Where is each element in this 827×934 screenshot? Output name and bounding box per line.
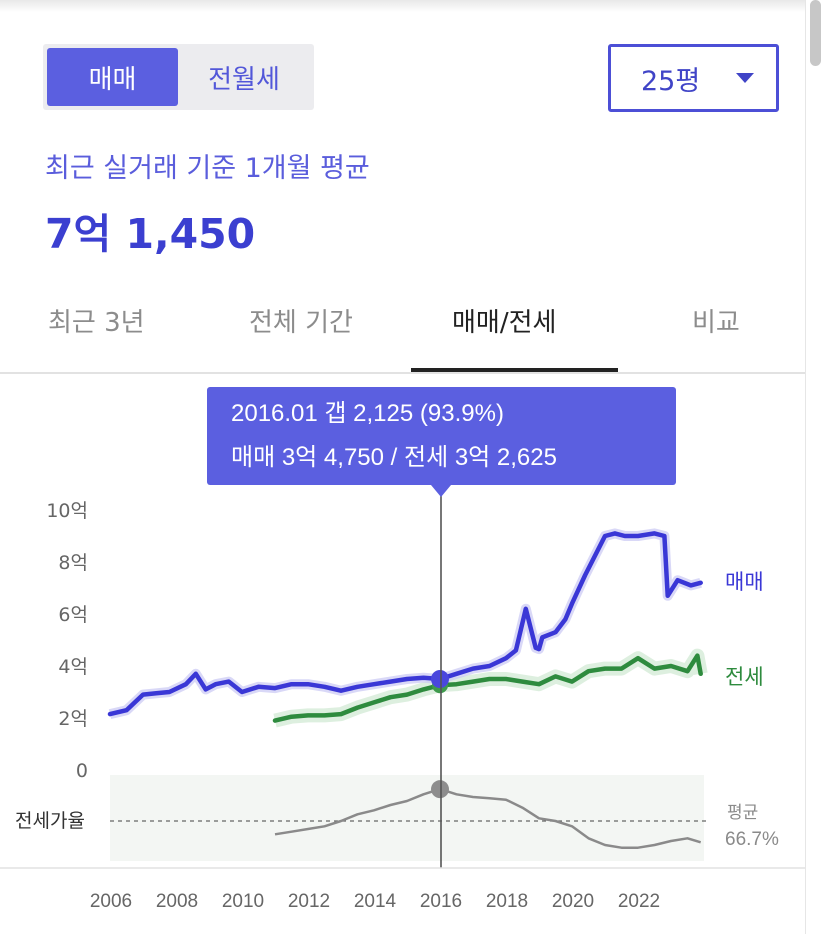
ratio-series-line bbox=[274, 787, 702, 849]
tab-all-period[interactable]: 전체 기간 bbox=[249, 308, 353, 338]
y-tick-label: 0 bbox=[76, 760, 88, 782]
x-tick-label: 2016 bbox=[420, 891, 462, 912]
x-tick-label: 2018 bbox=[486, 891, 528, 912]
top-shadow bbox=[0, 0, 805, 12]
x-axis-ticks: 2006 2008 2010 2012 2014 2016 2018 2020 2022 bbox=[90, 891, 660, 912]
tab-sale-jeonse[interactable]: 매매/전세 bbox=[452, 308, 557, 338]
period-tabs: 최근 3년 전체 기간 매매/전세 비교 bbox=[0, 290, 805, 374]
average-price: 7억 1,450 bbox=[45, 210, 256, 258]
series-label-sale: 매매 bbox=[725, 570, 764, 594]
series-label-jeonse: 전세 bbox=[725, 665, 764, 689]
deal-type-toggle: 매매 전월세 bbox=[43, 44, 314, 110]
price-subtitle: 최근 실거래 기준 1개월 평균 bbox=[45, 153, 370, 184]
size-select-value: 25평 bbox=[641, 65, 701, 97]
tooltip-box bbox=[207, 387, 676, 485]
chevron-down-icon bbox=[736, 73, 754, 83]
scrollbar-track[interactable] bbox=[805, 0, 827, 934]
y-tick-label: 2억 bbox=[58, 708, 88, 730]
tooltip: 2016.01 갭 2,125 (93.9%) 매매 3억 4,750 / 전세… bbox=[207, 387, 676, 497]
active-tab-indicator bbox=[411, 368, 618, 372]
y-tick-label: 8억 bbox=[58, 552, 88, 574]
sale-range-band bbox=[108, 528, 702, 719]
tooltip-line2: 매매 3억 4,750 / 전세 3억 2,625 bbox=[231, 444, 557, 471]
scrollbar-thumb[interactable] bbox=[810, 0, 821, 66]
jeonse-series-line bbox=[272, 653, 703, 723]
ratio-band-background bbox=[110, 775, 704, 861]
tooltip-line1: 2016.01 갭 2,125 (93.9%) bbox=[231, 400, 504, 427]
y-tick-label: 4억 bbox=[58, 656, 88, 678]
ratio-axis-label: 전세가율 bbox=[15, 810, 85, 832]
sale-tab-button[interactable]: 매매 bbox=[47, 48, 178, 106]
y-tick-label: 6억 bbox=[58, 604, 88, 626]
sale-series-line bbox=[107, 531, 703, 717]
sale-highlight-point bbox=[431, 670, 449, 688]
rent-tab-button[interactable]: 전월세 bbox=[208, 64, 280, 95]
y-tick-label: 10억 bbox=[46, 500, 88, 522]
x-tick-label: 2014 bbox=[354, 891, 397, 912]
y-axis-ticks: 0 2억 4억 6억 8억 10억 bbox=[46, 500, 88, 782]
tooltip-pointer bbox=[431, 485, 451, 497]
x-tick-label: 2020 bbox=[552, 891, 594, 912]
size-select[interactable]: 25평 bbox=[608, 44, 779, 112]
x-tick-label: 2006 bbox=[90, 891, 132, 912]
tab-recent-3y[interactable]: 최근 3년 bbox=[48, 308, 145, 338]
x-tick-label: 2010 bbox=[222, 891, 264, 912]
ratio-average-value: 66.7% bbox=[725, 829, 779, 850]
ratio-highlight-point bbox=[431, 780, 449, 799]
ratio-average-label: 평균 bbox=[727, 803, 758, 823]
chart-series bbox=[107, 528, 708, 849]
x-tick-label: 2012 bbox=[288, 891, 330, 912]
x-tick-label: 2022 bbox=[618, 891, 660, 912]
x-tick-label: 2008 bbox=[156, 891, 198, 912]
price-chart[interactable]: 0 2억 4억 6억 8억 10억 2006 2008 2010 2012 2014 2016 201… bbox=[0, 375, 805, 934]
tab-compare[interactable]: 비교 bbox=[692, 308, 740, 338]
